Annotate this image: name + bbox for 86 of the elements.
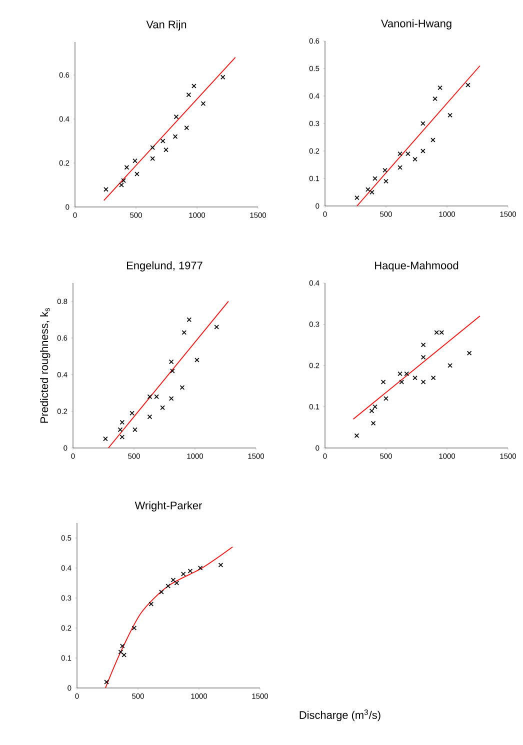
point — [194, 358, 200, 362]
point — [160, 138, 166, 144]
point — [354, 195, 360, 200]
point — [186, 317, 192, 322]
point — [120, 420, 125, 425]
point — [198, 566, 203, 570]
chart-title: Haque-Mahmood — [375, 261, 458, 272]
point — [420, 342, 426, 348]
point — [170, 578, 176, 582]
point — [180, 572, 186, 576]
point — [119, 182, 124, 188]
point — [384, 396, 388, 401]
point — [382, 168, 388, 173]
point — [120, 434, 125, 440]
point — [168, 359, 174, 364]
chart-title: Vanoni-Hwang — [381, 19, 452, 30]
point — [466, 82, 470, 88]
point — [130, 410, 134, 416]
point — [118, 427, 123, 432]
point — [220, 74, 226, 80]
point — [182, 330, 187, 335]
y-axis-title: Predicted roughness, k$_{s}$ — [40, 308, 50, 423]
point — [186, 92, 192, 98]
point — [420, 354, 426, 360]
point — [174, 114, 179, 120]
point — [134, 172, 140, 176]
point — [168, 396, 174, 401]
point — [132, 626, 137, 630]
point — [121, 178, 126, 184]
chart-title: Van Rijn — [146, 20, 186, 30]
point — [372, 176, 378, 181]
point — [120, 644, 125, 648]
point — [412, 156, 418, 162]
point — [132, 158, 138, 164]
point — [370, 420, 376, 426]
point — [420, 380, 426, 384]
point — [412, 375, 418, 380]
point — [148, 602, 154, 606]
x-axis-title: Discharge (m$^{3}$/s) — [300, 710, 380, 722]
chart-title: Wright-Parker — [134, 501, 202, 512]
point — [420, 121, 426, 126]
point — [398, 151, 402, 156]
point — [370, 190, 374, 195]
point — [104, 186, 108, 192]
point — [398, 165, 402, 170]
point — [406, 151, 410, 156]
point — [180, 385, 185, 390]
point — [369, 408, 374, 414]
point — [164, 147, 168, 152]
point — [466, 350, 472, 356]
point — [166, 584, 171, 588]
point — [214, 324, 220, 330]
point — [438, 85, 442, 90]
point — [448, 363, 452, 368]
point — [432, 96, 438, 102]
point — [150, 145, 156, 150]
chart-title: Engelund, 1977 — [127, 261, 202, 272]
point — [420, 148, 426, 154]
point — [158, 590, 164, 594]
point — [174, 580, 180, 586]
point — [218, 562, 224, 568]
point — [200, 101, 206, 106]
point — [354, 433, 360, 438]
point — [366, 187, 370, 192]
point — [384, 178, 388, 184]
point — [124, 164, 130, 170]
point — [188, 568, 193, 574]
point — [448, 112, 452, 118]
point — [132, 427, 138, 432]
line-series — [104, 546, 233, 688]
point — [372, 404, 378, 410]
point — [170, 368, 175, 374]
point — [430, 138, 436, 142]
point — [118, 650, 124, 654]
point — [430, 375, 436, 380]
point — [103, 436, 108, 442]
point — [184, 125, 190, 130]
point — [380, 380, 386, 384]
point — [160, 405, 165, 410]
point — [192, 84, 196, 88]
point — [172, 134, 178, 140]
point — [104, 680, 109, 684]
point — [399, 380, 404, 384]
point — [150, 156, 156, 162]
point — [122, 652, 127, 658]
point — [147, 414, 152, 420]
